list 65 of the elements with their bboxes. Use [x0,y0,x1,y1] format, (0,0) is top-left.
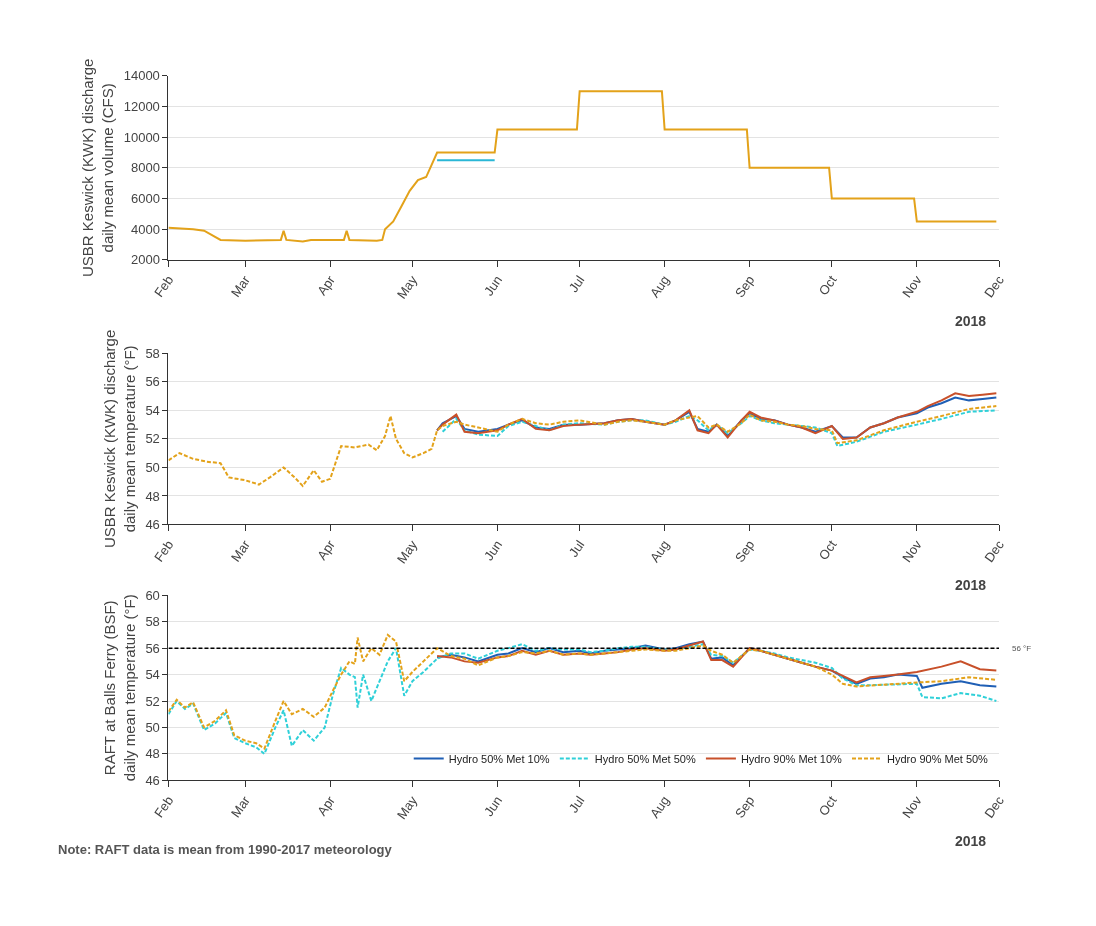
y-tick-label: 58 [145,614,160,630]
x-tick-label: Feb [151,272,177,300]
y-tick-label: 56 [145,374,160,390]
y-tick-label: 10000 [123,129,160,145]
legend-label: Hydro 90% Met 50% [887,752,989,765]
y-tick-label: 54 [145,667,160,683]
text: Note: RAFT data is mean from 1990-2017 meteorology [58,842,393,857]
y-axis-title: USBR Keswick (KWK) discharge daily mean temperature (°F) [101,329,138,549]
y-axis-title: RAFT at Balls Ferry (BSF) daily mean temperature (°F) [101,594,138,782]
x-tick-label: Feb [151,793,177,821]
y-tick-label: 6000 [130,191,160,207]
x-tick-label: Sep [731,537,758,565]
x-tick-label: Jul [565,272,588,295]
text: 2018 [955,833,987,849]
y-tick-label: 4000 [130,221,160,237]
line-series [441,409,998,448]
y-tick-label: 54 [145,402,160,418]
x-tick-label: Jul [565,537,588,560]
x-tick-label: Dec [981,792,1008,821]
y-tick-label: 14000 [123,68,160,84]
x-tick-label: Mar [227,272,254,300]
y-axis-title: USBR Keswick (KWK) discharge daily mean volume (CFS) [79,58,116,278]
legend-label: Hydro 50% Met 50% [594,752,696,765]
y-tick-label: 8000 [130,160,160,176]
y-tick-label: 50 [145,719,160,735]
x-tick-label: Jul [565,793,588,816]
x-tick-label: Mar [227,536,254,565]
x-tick-label: Sep [731,793,758,821]
y-tick-label: 46 [145,517,160,533]
x-tick-label: Sep [731,272,758,301]
x-tick-label: Oct [815,272,840,298]
x-tick-label: Oct [815,792,840,819]
x-tick-label: Apr [314,536,339,563]
y-tick-label: 52 [145,693,160,709]
x-tick-label: Aug [646,793,673,821]
x-tick-label: Jun [480,793,506,819]
x-tick-label: Dec [981,272,1008,301]
x-tick-label: Oct [815,537,840,563]
y-tick-label: 60 [145,587,160,603]
y-tick-label: 48 [145,488,160,504]
x-tick-label: Jun [480,272,506,299]
x-tick-label: Apr [314,272,339,298]
y-tick-label: 2000 [130,252,160,268]
y-tick-label: 12000 [123,99,160,115]
x-tick-label: Nov [899,272,925,301]
y-tick-label: 56 [145,640,160,656]
x-tick-label: Dec [981,537,1008,565]
y-tick-label: 52 [145,431,160,447]
ref-line-label: 56 °F [1012,644,1032,653]
text: 2018 [955,577,987,593]
x-tick-label: Feb [151,537,177,565]
x-tick-label: Nov [899,792,925,821]
y-tick-label: 58 [145,345,160,361]
x-tick-label: Aug [646,537,673,565]
y-tick-label: 50 [145,459,160,475]
legend-label: Hydro 90% Met 10% [740,752,843,765]
legend-label: Hydro 50% Met 10% [448,752,550,765]
x-tick-label: Apr [314,792,339,819]
text: 2018 [955,313,987,329]
line-series [168,405,998,487]
y-tick-label: 46 [145,772,160,788]
y-tick-label: 48 [145,746,160,762]
x-tick-label: Mar [227,792,254,821]
line-series [168,90,998,243]
x-tick-label: Jun [480,537,506,564]
